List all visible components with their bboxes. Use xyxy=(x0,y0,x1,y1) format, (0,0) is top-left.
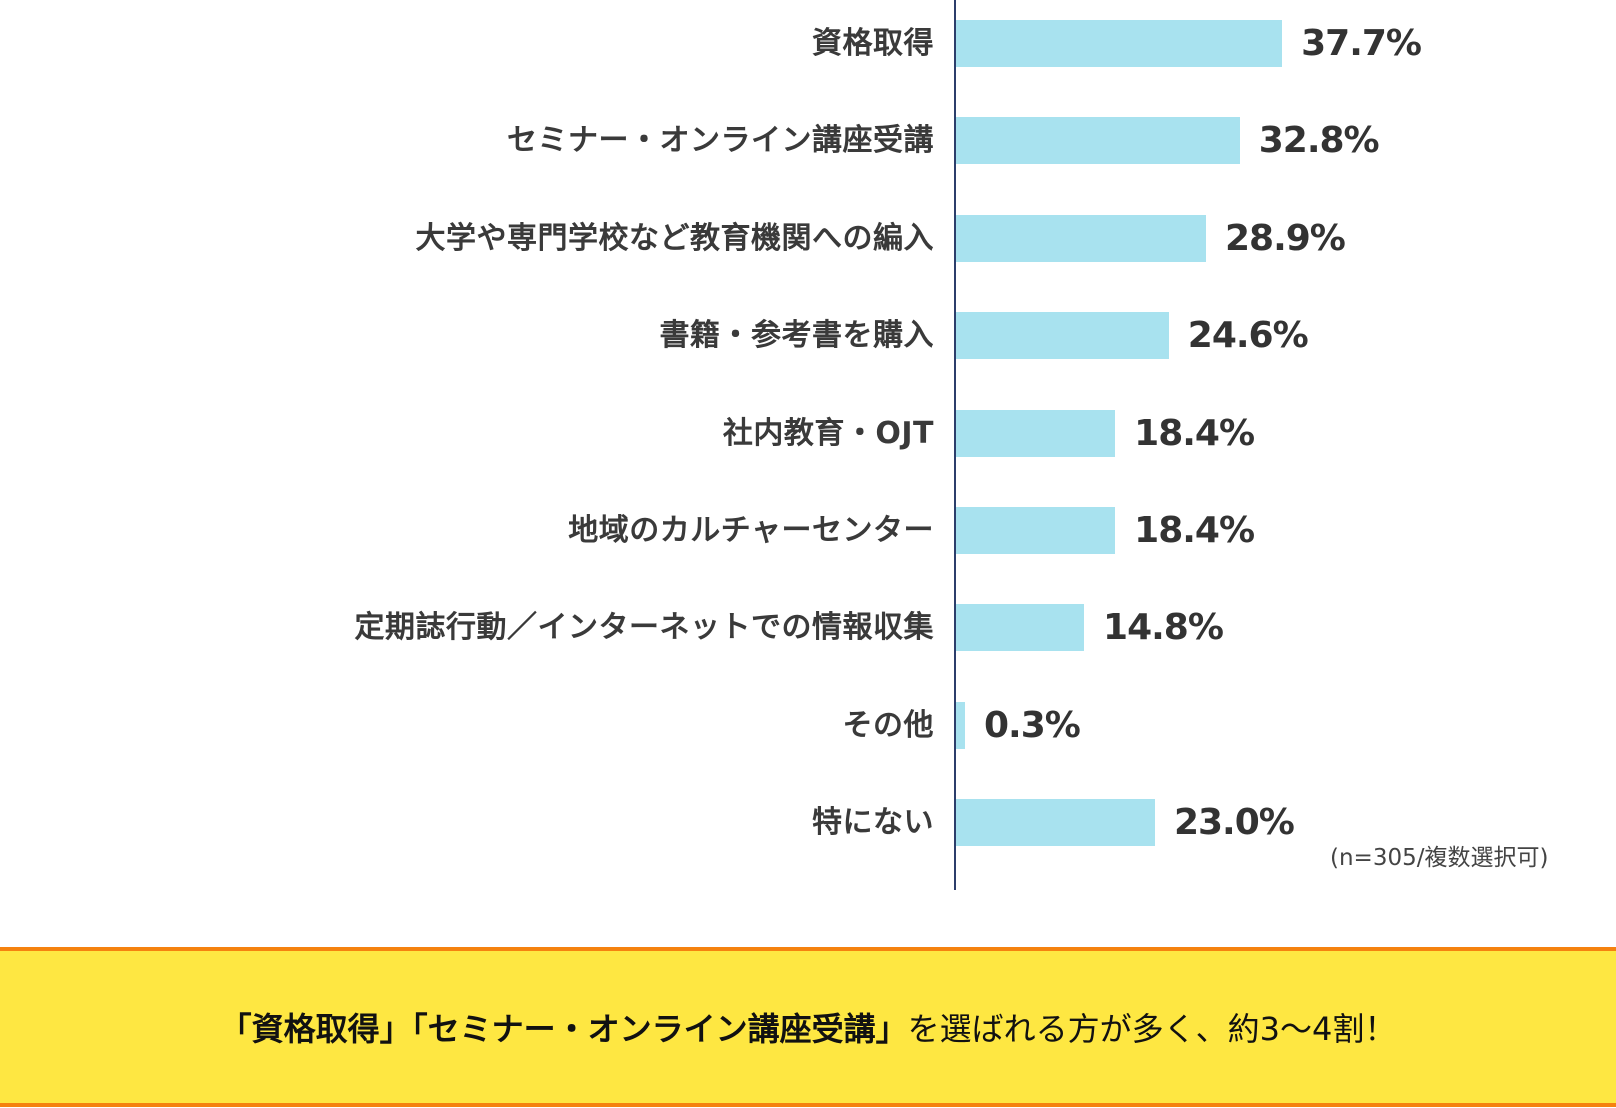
value-label: 14.8% xyxy=(1103,607,1224,648)
summary-rest: を選ばれる方が多く、約3〜4割！ xyxy=(907,1010,1397,1048)
category-label: 書籍・参考書を購入 xyxy=(659,318,934,353)
bar xyxy=(956,312,1169,359)
chart-row: その他 0.3% xyxy=(0,702,1616,750)
y-axis-line xyxy=(954,0,956,890)
value-label: 28.9% xyxy=(1224,218,1346,259)
bar xyxy=(956,410,1116,457)
category-label: 特にない xyxy=(812,805,934,840)
chart-row: 社内教育・OJT 18.4% xyxy=(0,410,1616,458)
category-label: セミナー・オンライン講座受講 xyxy=(507,123,934,158)
category-label: 資格取得 xyxy=(812,26,934,61)
chart-row: 資格取得 37.7% xyxy=(0,20,1616,68)
value-label: 37.7% xyxy=(1301,23,1422,64)
value-label: 0.3% xyxy=(984,705,1081,746)
value-label: 24.6% xyxy=(1187,315,1309,356)
summary-callout: 「資格取得」「セミナー・オンライン講座受講」を選ばれる方が多く、約3〜4割！ xyxy=(0,947,1616,1107)
bar xyxy=(956,215,1206,262)
bar-chart: 資格取得 37.7% セミナー・オンライン講座受講 32.8% 大学や専門学校など教育機… xyxy=(0,0,1616,890)
chart-row: 定期誌行動／インターネットでの情報収集 14.8% xyxy=(0,604,1616,652)
bar xyxy=(956,20,1283,67)
summary-text: 「資格取得」「セミナー・オンライン講座受講」を選ばれる方が多く、約3〜4割！ xyxy=(220,1004,1397,1050)
chart-row: 地域のカルチャーセンター 18.4% xyxy=(0,507,1616,555)
category-label: 社内教育・OJT xyxy=(722,416,934,451)
chart-row: 大学や専門学校など教育機関への編入 28.9% xyxy=(0,215,1616,263)
sample-size-note: (n=305/複数選択可) xyxy=(1330,845,1549,871)
category-label: その他 xyxy=(842,708,934,743)
category-label: 大学や専門学校など教育機関への編入 xyxy=(415,221,934,256)
bar xyxy=(956,604,1085,651)
bar xyxy=(956,117,1240,164)
summary-highlight: 「資格取得」「セミナー・オンライン講座受講」 xyxy=(219,1010,908,1048)
value-label: 18.4% xyxy=(1134,510,1255,551)
value-label: 32.8% xyxy=(1258,120,1380,161)
chart-row: セミナー・オンライン講座受講 32.8% xyxy=(0,117,1616,165)
value-label: 18.4% xyxy=(1134,413,1255,454)
value-label: 23.0% xyxy=(1173,802,1295,843)
bar xyxy=(956,799,1155,846)
chart-row: 書籍・参考書を購入 24.6% xyxy=(0,312,1616,360)
bar xyxy=(956,507,1116,554)
bar xyxy=(956,702,965,749)
category-label: 定期誌行動／インターネットでの情報収集 xyxy=(354,610,934,645)
category-label: 地域のカルチャーセンター xyxy=(568,513,934,548)
chart-row: 特にない 23.0% xyxy=(0,799,1616,847)
